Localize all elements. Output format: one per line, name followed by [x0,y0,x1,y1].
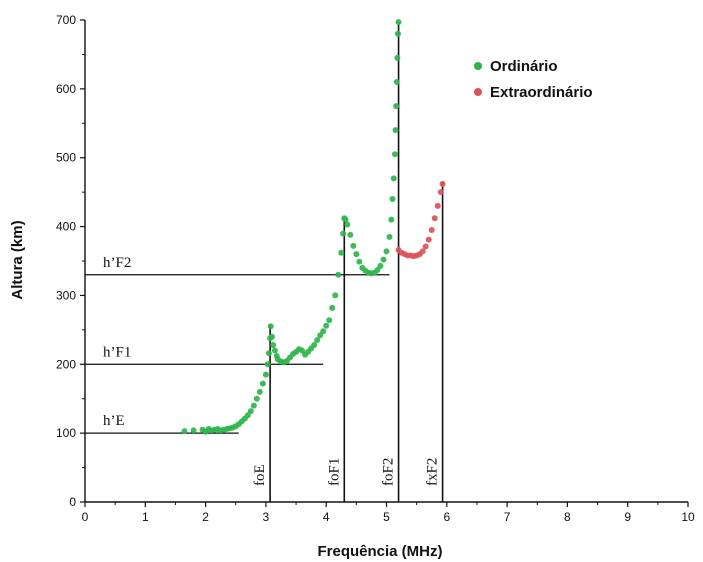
ordinario-point [332,292,339,299]
extraordinario-point [431,215,438,222]
y-tick-label: 600 [56,82,76,96]
y-tick-label: 0 [69,495,76,509]
y-tick-label: 300 [56,288,76,302]
ordinario-point [392,127,399,134]
ordinario-point [394,30,401,37]
legend-label-ordinario: Ordinário [490,58,558,75]
ordinario-point [356,258,363,265]
legend: Ordinário Extraordinário [474,58,593,101]
x-tick-label: 1 [142,510,149,524]
ordinario-point [329,304,336,311]
y-tick-label: 700 [56,13,76,27]
ordinario-point [377,262,384,269]
annotations: h’E h’F1 h’F2 foE foF1 foF2 fxF2 [103,255,441,486]
extraordinario-point [428,227,435,234]
horizontal-reference-label: h’F1 [103,344,131,360]
ordinario-point [374,266,381,273]
ordinario-point [314,337,321,344]
ordinario-point [388,216,395,223]
ordinario-point [181,428,188,435]
ordinario-point [338,249,345,256]
y-axis-title: Altura (km) [9,220,26,299]
ordinario-point [320,328,327,335]
reference-lines [85,22,444,502]
y-tick-label: 400 [56,220,76,234]
horizontal-reference-label: h’E [103,413,125,429]
extraordinario-point [419,248,426,255]
ordinario-point [190,427,197,434]
extraordinario-point [439,180,446,187]
extraordinario-point [434,202,441,209]
ordinario-point [395,19,402,26]
extraordinario-point [422,243,429,250]
vertical-reference-label: fxF2 [425,458,441,486]
horizontal-reference-label: h’F2 [103,255,131,271]
ordinario-point [253,395,260,402]
ordinario-point [393,103,400,110]
vertical-reference-label: foE [252,464,268,486]
ordinario-point [268,333,275,340]
ordinario-point [340,230,347,237]
ordinario-point [347,231,354,238]
ordinario-point [311,342,318,349]
ordinario-point [389,196,396,203]
y-tick-label: 200 [56,357,76,371]
extraordinario-point [437,189,444,196]
x-tick-label: 5 [383,510,390,524]
x-tick-label: 9 [624,510,631,524]
ordinario-point [380,256,387,263]
ordinario-point [247,408,254,415]
ordinario-point [390,175,397,182]
x-tick-label: 4 [323,510,330,524]
ordinario-point [353,251,360,258]
ordinario-point [344,221,351,228]
ordinario-point [270,342,277,349]
vertical-reference-label: foF1 [326,458,342,486]
ordinario-point [244,412,251,419]
ordinario-point [256,388,263,395]
ordinario-point [262,371,269,378]
ordinario-point [323,322,330,329]
x-tick-label: 6 [443,510,450,524]
ordinario-point [393,78,400,85]
ordinario-point [250,402,257,409]
ordinario-point [265,350,272,357]
y-tick-label: 100 [56,426,76,440]
ordinario-point [391,151,398,158]
ordinario-point [394,54,401,61]
ordinario-point [335,271,342,278]
ordinario-point [386,233,393,240]
x-tick-label: 2 [202,510,209,524]
x-tick-label: 7 [504,510,511,524]
y-tick-label: 500 [56,151,76,165]
extraordinario-point [425,236,432,243]
x-tick-label: 0 [82,510,89,524]
ordinario-point [383,248,390,255]
legend-marker-extraordinario [474,88,482,96]
legend-label-extraordinario: Extraordinário [490,84,593,101]
x-tick-label: 8 [564,510,571,524]
ordinario-point [259,380,266,387]
ordinario-point [350,242,357,249]
x-axis-title: Frequência (MHz) [317,543,442,560]
ordinario-point [342,216,349,223]
ordinario-point [317,332,324,339]
ordinario-point [299,347,306,354]
ordinario-point [271,347,278,354]
legend-marker-ordinario [474,62,482,70]
vertical-reference-label: foF2 [381,458,397,486]
data-points [181,19,446,435]
ordinario-point [326,317,333,324]
x-tick-label: 3 [263,510,270,524]
ordinario-point [267,323,274,330]
ordinario-point [264,361,271,368]
x-tick-label: 10 [681,510,695,524]
